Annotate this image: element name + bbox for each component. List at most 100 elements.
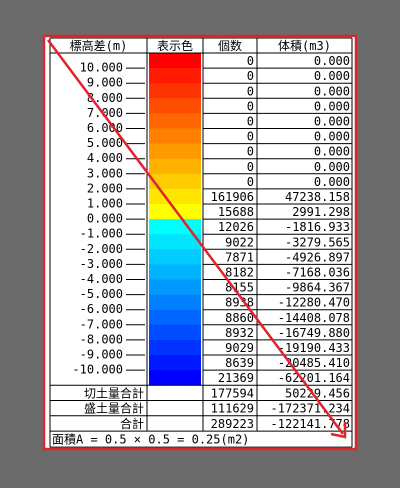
volume-cell: -1816.933 [285, 220, 350, 234]
count-cell: 7871 [225, 250, 254, 264]
level-label: -6.000 [80, 302, 123, 316]
volume-cell: -4926.897 [285, 250, 350, 264]
level-label: 5.000 [87, 136, 123, 150]
level-label: 4.000 [87, 151, 123, 165]
color-swatch [149, 219, 201, 235]
count-cell: 8860 [225, 311, 254, 325]
volume-cell: -62201.164 [278, 371, 350, 385]
volume-cell: 0.000 [314, 69, 350, 83]
color-swatch [149, 279, 201, 295]
summary-label: 盛土量合計 [84, 401, 144, 416]
volume-cell: 0.000 [314, 175, 350, 189]
level-label: -5.000 [80, 287, 123, 301]
color-swatch [149, 128, 201, 144]
volume-cell: -14408.078 [278, 311, 350, 325]
level-label: 10.000 [80, 61, 123, 75]
level-label: 9.000 [87, 76, 123, 90]
color-swatch [149, 264, 201, 280]
color-swatch [149, 309, 201, 326]
arrow-head [330, 422, 347, 439]
volume-cell: 0.000 [314, 114, 350, 128]
color-swatch [149, 370, 201, 386]
level-label: -3.000 [80, 257, 123, 271]
summary-volume: 50229.456 [285, 386, 350, 400]
color-swatch [149, 53, 201, 69]
summary-volume: -122141.778 [271, 417, 350, 431]
volume-cell: 0.000 [314, 130, 350, 144]
count-cell: 8155 [225, 281, 254, 295]
count-cell: 15688 [218, 205, 254, 219]
count-cell: 0 [247, 69, 254, 83]
color-swatch [149, 68, 201, 84]
color-swatch [149, 158, 201, 175]
count-cell: 0 [247, 84, 254, 98]
level-label: -2.000 [80, 242, 123, 256]
level-label: 2.000 [87, 181, 123, 195]
volume-cell: 0.000 [314, 145, 350, 159]
volume-cell: 0.000 [314, 84, 350, 98]
count-cell: 9022 [225, 235, 254, 249]
color-swatch [149, 188, 201, 205]
color-swatch [149, 113, 201, 129]
column-header: 個数 [218, 38, 242, 53]
footer-note: 面積A = 0.5 × 0.5 = 0.25(m2) [52, 432, 249, 447]
count-cell: 0 [247, 145, 254, 159]
color-swatch [149, 355, 201, 371]
volume-cell: -9864.367 [285, 281, 350, 295]
volume-cell: 0.000 [314, 54, 350, 68]
level-label: 8.000 [87, 91, 123, 105]
volume-cell: 0.000 [314, 160, 350, 174]
level-label: 1.000 [87, 197, 123, 211]
summary-label: 切土量合計 [84, 385, 144, 400]
color-swatch [149, 98, 201, 114]
color-swatch [149, 324, 201, 341]
color-swatch [149, 339, 201, 356]
color-swatch [149, 294, 201, 310]
summary-count: 177594 [211, 386, 254, 400]
count-cell: 9029 [225, 341, 254, 355]
volume-cell: -12280.470 [278, 296, 350, 310]
level-label: -1.000 [80, 227, 123, 241]
count-cell: 0 [247, 160, 254, 174]
count-cell: 21369 [218, 371, 254, 385]
volume-cell: -16749.880 [278, 326, 350, 340]
count-cell: 0 [247, 99, 254, 113]
count-cell: 161906 [211, 190, 254, 204]
count-cell: 8932 [225, 326, 254, 340]
color-swatch [149, 83, 201, 99]
volume-cell: -3279.565 [285, 235, 350, 249]
color-swatch [149, 234, 201, 250]
level-label: 7.000 [87, 106, 123, 120]
volume-cell: 47238.158 [285, 190, 350, 204]
column-header: 標高差(m) [70, 38, 128, 53]
color-swatch [149, 143, 201, 159]
level-label: -10.000 [72, 363, 123, 377]
table: 標高差(m) 表示色 個数 体積(m3) 0 0.000 0 0.000 0 0.000 0 0.00… [49, 37, 353, 448]
count-cell: 12026 [218, 220, 254, 234]
column-header: 表示色 [157, 39, 193, 53]
level-label: -8.000 [80, 332, 123, 346]
volume-cell: 2991.298 [292, 205, 350, 219]
count-cell: 0 [247, 54, 254, 68]
level-label: -4.000 [80, 272, 123, 286]
highlight-box [42, 34, 358, 451]
count-cell: 0 [247, 130, 254, 144]
column-header: 体積(m3) [278, 38, 331, 53]
count-cell: 8182 [225, 265, 254, 279]
count-cell: 8639 [225, 356, 254, 370]
volume-cell: -20485.410 [278, 356, 350, 370]
arrow-line [46, 39, 345, 435]
level-label: 0.000 [87, 212, 123, 226]
level-label: -9.000 [80, 348, 123, 362]
summary-count: 111629 [211, 402, 254, 416]
level-label: 3.000 [87, 166, 123, 180]
count-cell: 0 [247, 175, 254, 189]
volume-cell: 0.000 [314, 99, 350, 113]
summary-label: 合計 [120, 416, 144, 431]
level-label: -7.000 [80, 317, 123, 331]
volume-cell: -19190.433 [278, 341, 350, 355]
level-label: 6.000 [87, 121, 123, 135]
summary-volume: -172371.234 [271, 402, 350, 416]
